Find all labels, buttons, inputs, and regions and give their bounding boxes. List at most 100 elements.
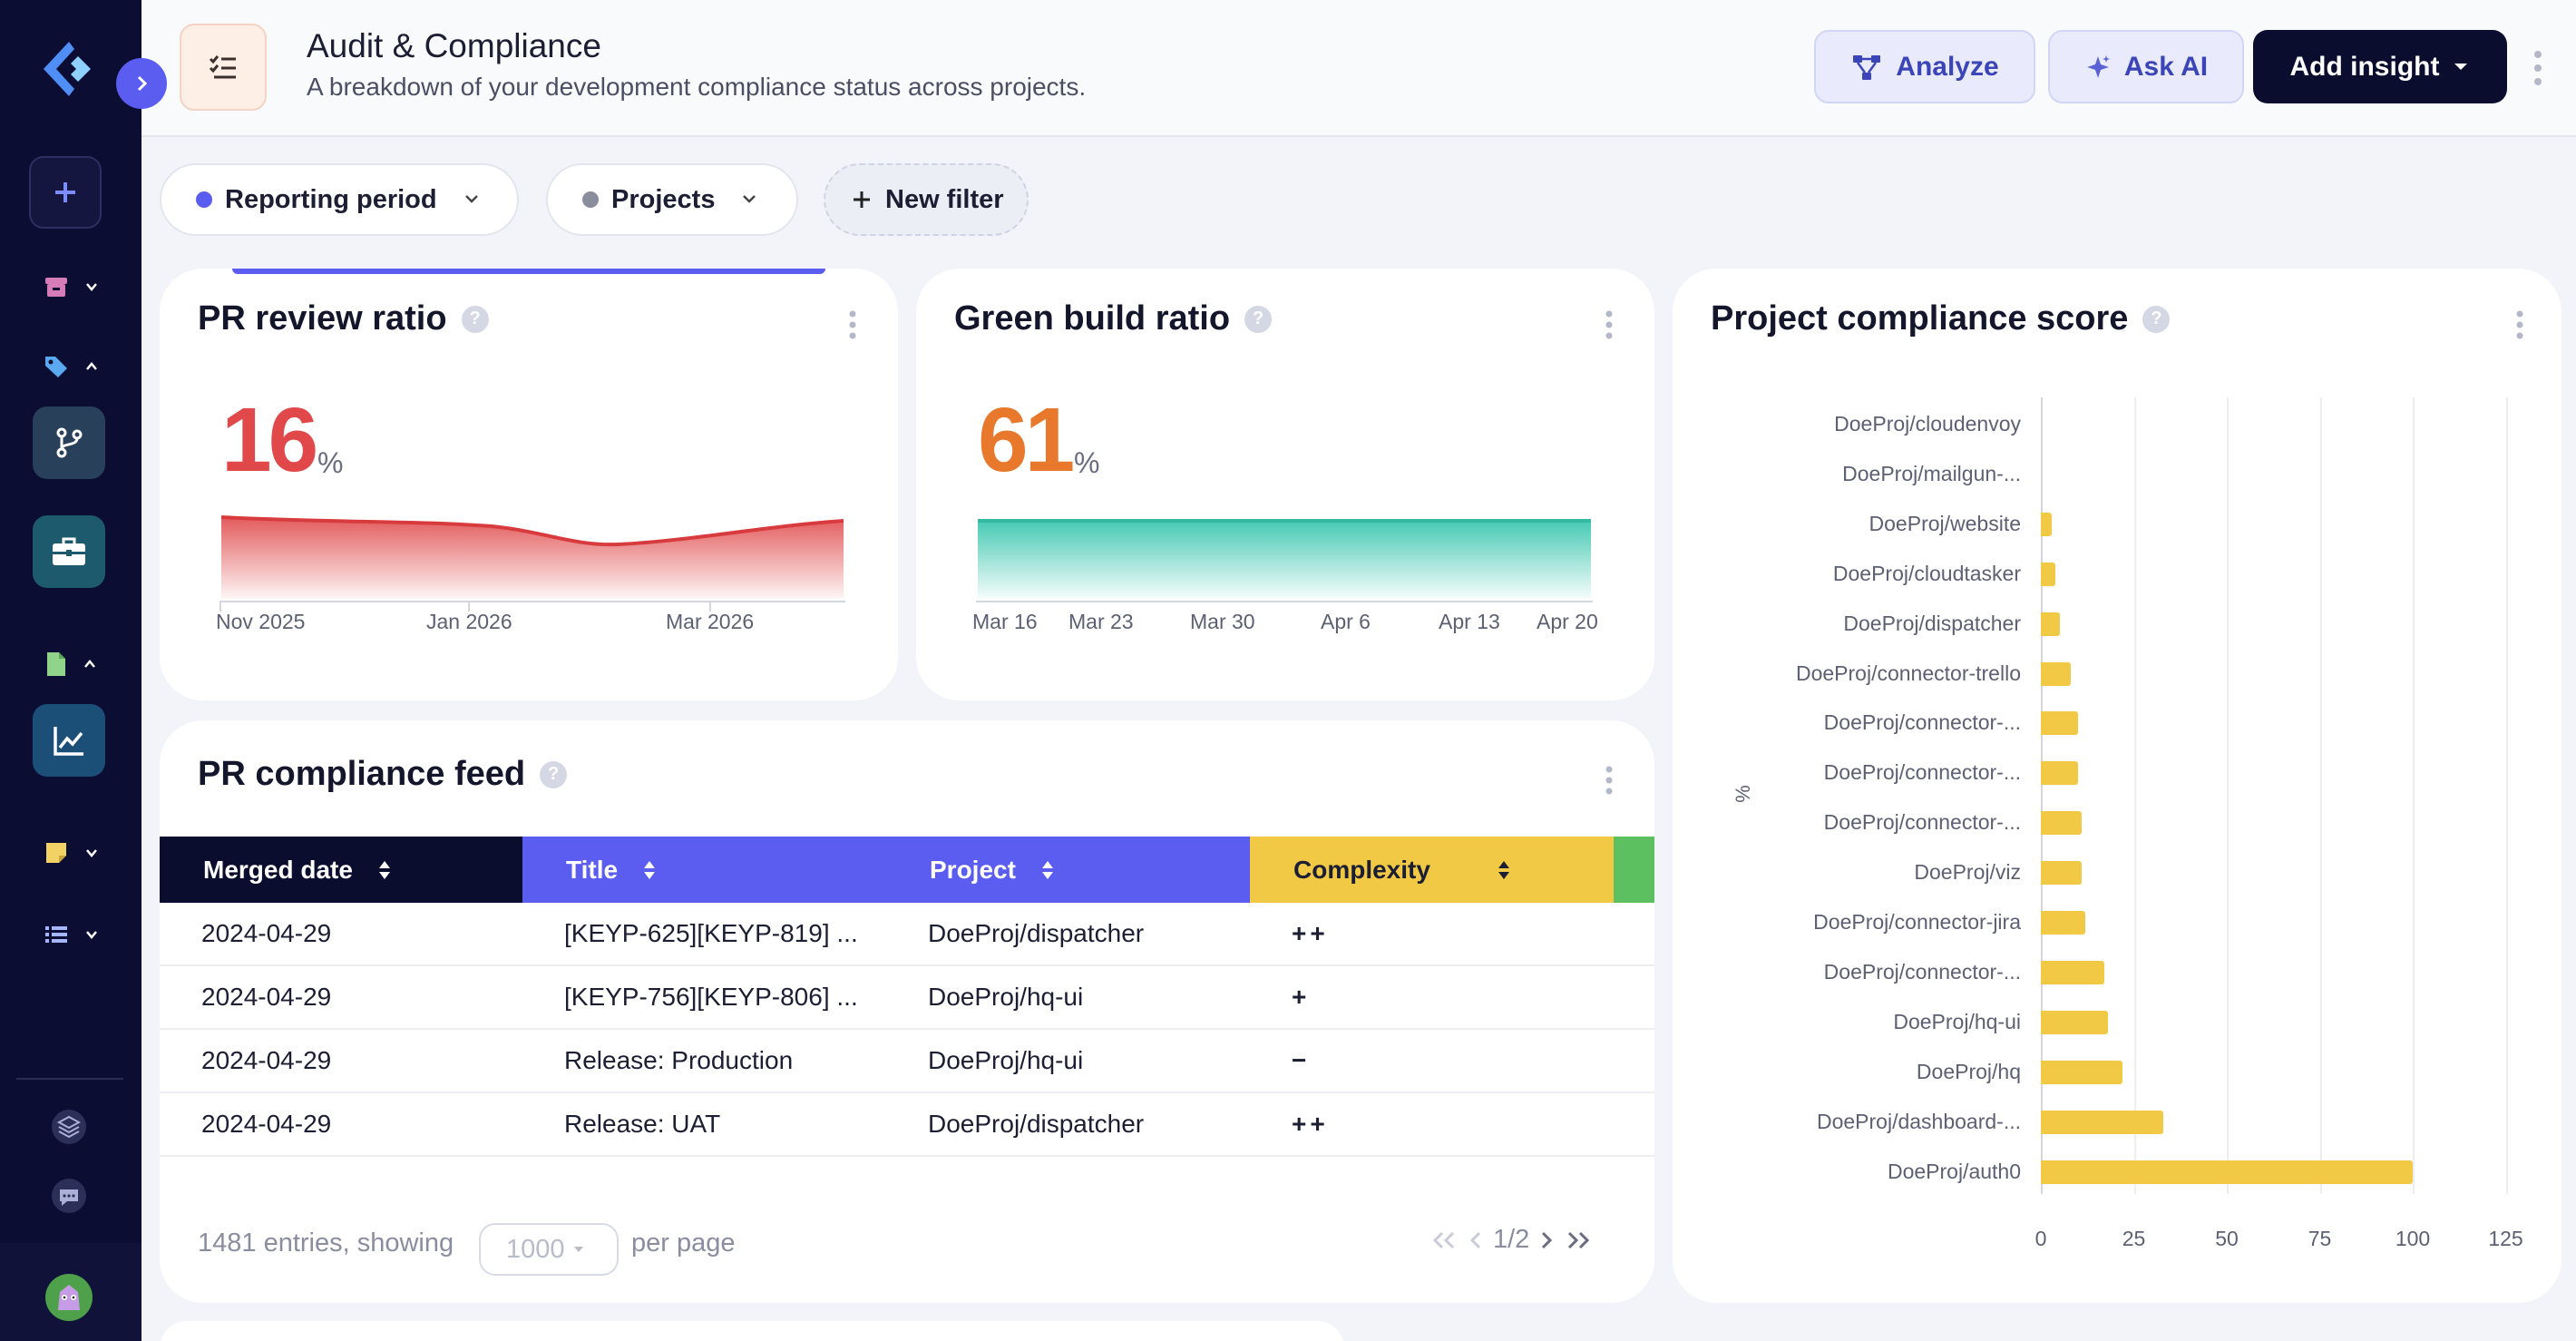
column-header-merged-date[interactable]: Merged date bbox=[160, 837, 522, 903]
new-filter-label: New filter bbox=[885, 184, 1004, 214]
analyze-button[interactable]: Analyze bbox=[1814, 30, 2035, 103]
bar[interactable] bbox=[2041, 1060, 2123, 1084]
more-options-button[interactable] bbox=[2520, 36, 2556, 100]
last-page-icon[interactable] bbox=[1564, 1229, 1593, 1251]
bar[interactable] bbox=[2041, 661, 2071, 686]
column-header-title[interactable]: Title bbox=[522, 837, 886, 903]
caret-down-icon bbox=[2454, 63, 2468, 70]
collapse-sidebar-button[interactable] bbox=[116, 58, 167, 109]
x-tick-label: 75 bbox=[2308, 1227, 2332, 1250]
x-tick-label: 50 bbox=[2215, 1227, 2239, 1250]
category-label: DoeProj/auth0 bbox=[1887, 1159, 2021, 1183]
bar[interactable] bbox=[2041, 1160, 2413, 1184]
grid-line bbox=[2227, 397, 2229, 1194]
sidebar-item-insights[interactable] bbox=[33, 704, 105, 777]
app-logo[interactable] bbox=[36, 36, 102, 102]
avatar-icon bbox=[58, 1285, 80, 1310]
cell-title: Release: Production bbox=[564, 1046, 794, 1074]
bar[interactable] bbox=[2041, 612, 2060, 636]
per-page-select[interactable]: 1000 bbox=[479, 1223, 619, 1276]
table-row[interactable]: 2024-04-29 [KEYP-625][KEYP-819] ... DoeP… bbox=[160, 903, 1654, 966]
bar[interactable] bbox=[2041, 711, 2078, 736]
card-title-row: Project compliance score ? bbox=[1711, 299, 2171, 338]
column-header-project[interactable]: Project bbox=[886, 837, 1250, 903]
previous-page-icon[interactable] bbox=[1468, 1229, 1484, 1251]
x-tick-label: 25 bbox=[2122, 1227, 2146, 1250]
cell-merged-date: 2024-04-29 bbox=[201, 1110, 332, 1138]
project-compliance-score-card: Project compliance score ? % 0 25 50 75 100 1… bbox=[1673, 269, 2561, 1303]
category-label: DoeProj/connector-... bbox=[1823, 710, 2021, 735]
ask-ai-label: Ask AI bbox=[2123, 51, 2209, 82]
sidebar-group-documents[interactable] bbox=[34, 646, 107, 682]
column-label: Merged date bbox=[203, 855, 353, 884]
sidebar-chat-button[interactable] bbox=[51, 1178, 87, 1214]
sidebar-group-tags[interactable] bbox=[34, 348, 107, 385]
x-tick-label: 100 bbox=[2395, 1227, 2431, 1250]
add-insight-button[interactable]: Add insight bbox=[2253, 30, 2507, 103]
chevron-down-icon bbox=[86, 849, 97, 857]
page-icon bbox=[180, 24, 267, 111]
new-filter-button[interactable]: New filter bbox=[824, 163, 1029, 236]
card-menu-icon[interactable] bbox=[844, 307, 862, 343]
help-icon[interactable]: ? bbox=[1244, 305, 1273, 333]
help-icon[interactable]: ? bbox=[461, 305, 489, 333]
x-tick-label: Apr 6 bbox=[1321, 610, 1371, 633]
bar[interactable] bbox=[2041, 1110, 2164, 1134]
column-header-more[interactable] bbox=[1614, 837, 1654, 903]
sidebar-item-git[interactable] bbox=[33, 406, 105, 479]
list-icon bbox=[45, 926, 67, 943]
chevron-down-icon bbox=[86, 931, 97, 939]
add-insight-label: Add insight bbox=[2289, 51, 2440, 82]
sort-icon bbox=[1498, 860, 1509, 879]
bar[interactable] bbox=[2041, 811, 2083, 836]
ask-ai-button[interactable]: Ask AI bbox=[2048, 30, 2244, 103]
create-button[interactable] bbox=[29, 156, 102, 229]
filter-projects[interactable]: Projects bbox=[546, 163, 798, 236]
column-header-complexity[interactable]: Complexity bbox=[1250, 837, 1614, 903]
first-page-icon[interactable] bbox=[1429, 1229, 1459, 1251]
cell-title: [KEYP-625][KEYP-819] ... bbox=[564, 919, 858, 947]
bar[interactable] bbox=[2041, 861, 2083, 886]
analyze-label: Analyze bbox=[1896, 51, 1999, 82]
x-tick-label: Nov 2025 bbox=[216, 610, 306, 633]
sidebar-group-lists[interactable] bbox=[34, 916, 107, 953]
category-label: DoeProj/connector-trello bbox=[1795, 661, 2021, 685]
x-tick-label: Mar 30 bbox=[1190, 610, 1255, 633]
filter-reporting-period[interactable]: Reporting period bbox=[160, 163, 519, 236]
pr-compliance-feed-card: PR compliance feed ? Merged date Title P… bbox=[160, 720, 1654, 1303]
sidebar-layers-button[interactable] bbox=[51, 1109, 87, 1145]
sidebar-divider bbox=[16, 1078, 123, 1080]
bar[interactable] bbox=[2041, 1010, 2108, 1034]
bar[interactable] bbox=[2041, 960, 2104, 984]
sparkle-icon bbox=[2086, 54, 2110, 78]
grid-line bbox=[2319, 397, 2322, 1194]
card-menu-icon[interactable] bbox=[2511, 307, 2529, 343]
page-title: Audit & Compliance bbox=[307, 27, 601, 64]
sidebar-group-notes[interactable] bbox=[34, 835, 107, 871]
card-title: PR compliance feed bbox=[198, 755, 526, 793]
next-page-icon[interactable] bbox=[1538, 1229, 1555, 1251]
table-row[interactable]: 2024-04-29 Release: Production DoeProj/h… bbox=[160, 1030, 1654, 1093]
table-row[interactable]: 2024-04-29 Release: UAT DoeProj/dispatch… bbox=[160, 1093, 1654, 1157]
card-menu-icon[interactable] bbox=[1600, 307, 1618, 343]
status-dot bbox=[196, 191, 212, 208]
column-label: Project bbox=[930, 855, 1016, 884]
bar[interactable] bbox=[2041, 512, 2053, 536]
avatar[interactable] bbox=[45, 1274, 93, 1321]
category-label: DoeProj/connector-jira bbox=[1813, 910, 2021, 934]
chevron-down-icon bbox=[743, 195, 756, 203]
bar[interactable] bbox=[2041, 761, 2078, 786]
sidebar-group-archive[interactable] bbox=[34, 269, 107, 305]
bar[interactable] bbox=[2041, 562, 2056, 586]
help-icon[interactable]: ? bbox=[2142, 305, 2171, 333]
grid-line bbox=[2041, 397, 2043, 1194]
x-tick-label: 125 bbox=[2488, 1227, 2523, 1250]
x-tick-label: Mar 2026 bbox=[666, 610, 755, 633]
chart-title: Project compliance score bbox=[1711, 299, 2129, 338]
card-menu-icon[interactable] bbox=[1600, 762, 1618, 798]
help-icon[interactable]: ? bbox=[540, 760, 568, 788]
table-row[interactable]: 2024-04-29 [KEYP-756][KEYP-806] ... DoeP… bbox=[160, 966, 1654, 1030]
table-header: Merged date Title Project Complexity bbox=[160, 837, 1654, 903]
bar[interactable] bbox=[2041, 911, 2086, 935]
sidebar-item-portfolio[interactable] bbox=[33, 515, 105, 588]
